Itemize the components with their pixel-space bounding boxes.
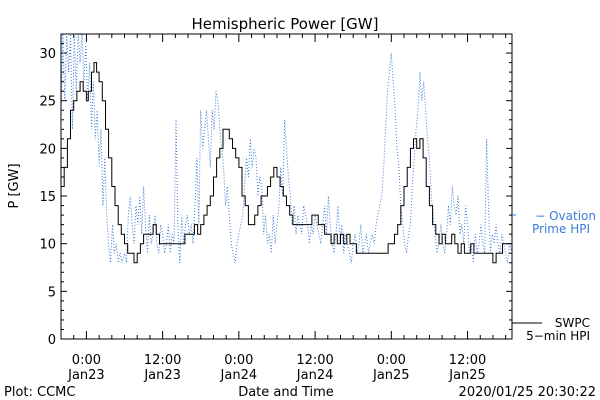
timestamp: 2020/01/25 20:30:22 — [459, 385, 596, 400]
x-tick-time-label: 12:00 — [296, 353, 333, 368]
legend-ovation: − Ovation Prime HPI — [512, 209, 596, 236]
y-axis-label: P [GW] — [7, 163, 22, 208]
x-tick-date-label: Jan25 — [448, 368, 486, 383]
legend-swpc-line2: 5−min HPI — [526, 329, 590, 343]
y-tick-label: 5 — [48, 285, 56, 300]
x-tick-date-label: Jan24 — [296, 368, 334, 383]
series-ovation-line — [61, 34, 512, 263]
x-tick-time-label: 0:00 — [377, 353, 406, 368]
legend-swpc-line1: SWPC — [555, 316, 590, 330]
plot-area — [60, 33, 513, 340]
y-tick-label: 20 — [39, 142, 56, 157]
legend-ovation-line2: Prime HPI — [532, 222, 590, 236]
y-tick-label: 15 — [39, 190, 56, 205]
x-tick-date-label: Jan23 — [67, 368, 105, 383]
x-tick-time-label: 0:00 — [72, 353, 101, 368]
x-tick-time-label: 12:00 — [144, 353, 181, 368]
series-swpc-line — [61, 62, 512, 264]
plot-credit: Plot: CCMC — [4, 385, 75, 400]
x-tick-time-label: 12:00 — [449, 353, 486, 368]
x-tick-date-label: Jan24 — [220, 368, 258, 383]
x-axis: 0:00Jan2312:00Jan230:00Jan2412:00Jan240:… — [67, 353, 486, 383]
y-tick-label: 30 — [39, 47, 56, 62]
x-tick-time-label: 0:00 — [224, 353, 253, 368]
chart-title: Hemispheric Power [GW] — [192, 15, 379, 33]
legend-swpc: SWPC 5−min HPI — [512, 316, 590, 343]
x-tick-date-label: Jan23 — [143, 368, 181, 383]
y-axis: 0 5 10 15 20 25 30 — [39, 47, 56, 348]
y-tick-label: 10 — [39, 238, 56, 253]
legend-ovation-line1: − Ovation — [535, 209, 596, 223]
y-tick-label: 0 — [48, 333, 56, 348]
x-axis-label: Date and Time — [238, 385, 334, 400]
x-tick-date-label: Jan25 — [372, 368, 410, 383]
y-tick-label: 25 — [39, 95, 56, 110]
plot-frame — [60, 33, 513, 340]
